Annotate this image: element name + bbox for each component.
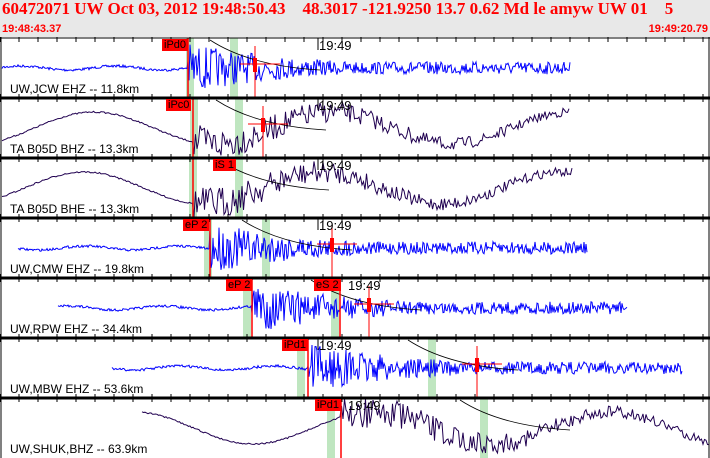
start-time: 19:48:43.37 — [2, 23, 62, 35]
minute-mark-label: 19:49 — [319, 98, 352, 113]
waveform-trace — [57, 289, 628, 330]
channel-panel[interactable] — [0, 214, 710, 278]
pick-window-band — [297, 338, 305, 398]
waveform-trace — [1, 101, 570, 156]
travel-time-curve — [459, 399, 571, 431]
travel-time-curve — [407, 339, 519, 371]
phase-pick-label[interactable]: iPd1 — [282, 339, 309, 351]
phase-pick-label[interactable]: iS 1 — [213, 159, 236, 171]
amplitude-marker-box — [367, 298, 371, 312]
channel-panel[interactable] — [0, 394, 710, 458]
pick-window-band — [243, 278, 251, 338]
channel-label: TA B05D BHE -- 13.3km — [10, 202, 140, 216]
phase-pick-label[interactable]: eP 2 — [226, 279, 253, 291]
channel-label: UW,SHUK,BHZ -- 63.9km — [10, 442, 148, 456]
pick-window-band — [204, 218, 212, 278]
minute-mark-label: 19:49 — [319, 218, 352, 233]
channel-panel[interactable] — [0, 37, 710, 98]
pick-window-band — [480, 398, 488, 458]
minute-mark-label: 19:49 — [348, 278, 381, 293]
pick-window-band — [262, 218, 270, 278]
minute-mark-label: 19:49 — [319, 38, 352, 53]
waveform-panels[interactable] — [0, 37, 710, 458]
event-title: 60472071 UW Oct 03, 2012 19:48:50.43 48.… — [2, 0, 674, 18]
channel-panel[interactable] — [0, 334, 710, 398]
pick-window-band — [235, 98, 243, 158]
phase-pick-label[interactable]: iPd0 — [162, 39, 189, 51]
pick-window-band — [190, 98, 198, 158]
travel-time-curve — [209, 39, 321, 71]
channel-panel[interactable] — [0, 94, 710, 158]
amplitude-marker-box — [261, 118, 265, 132]
waveform-trace — [141, 398, 710, 455]
amplitude-marker-box — [330, 238, 334, 252]
channel-panel[interactable] — [0, 154, 710, 218]
end-time: 19:49:20.79 — [648, 23, 708, 35]
channel-label: UW,MBW EHZ -- 53.6km — [10, 382, 144, 396]
phase-pick-label[interactable]: eP 2 — [183, 219, 210, 231]
phase-pick-label[interactable]: iPd1 — [315, 399, 342, 411]
travel-time-curve — [241, 219, 353, 251]
pick-window-band — [186, 38, 194, 98]
channel-label: UW,JCW EHZ -- 11.8km — [10, 82, 140, 96]
waveform-trace — [111, 344, 683, 388]
minute-mark-label: 19:49 — [319, 338, 352, 353]
amplitude-marker-box — [475, 358, 479, 372]
event-header: 60472071 UW Oct 03, 2012 19:48:50.43 48.… — [0, 0, 710, 37]
channel-label: UW,RPW EHZ -- 34.4km — [10, 322, 143, 336]
waveform-trace — [1, 44, 571, 88]
pick-window-band — [230, 38, 238, 98]
pick-window-band — [235, 158, 243, 218]
channel-label: UW,CMW EHZ -- 19.8km — [10, 262, 144, 276]
minute-mark-label: 19:49 — [348, 398, 381, 413]
travel-time-curve — [215, 99, 327, 131]
pick-window-band — [327, 398, 335, 458]
amplitude-marker-box — [253, 58, 257, 72]
minute-mark-label: 19:49 — [319, 158, 352, 173]
phase-pick-label[interactable]: eS 2 — [314, 279, 341, 291]
phase-pick-label[interactable]: iPc0 — [166, 99, 192, 111]
waveform-trace — [1, 161, 573, 218]
channel-label: TA B05D BHZ -- 13.3km — [10, 142, 139, 156]
waveform-trace — [17, 227, 588, 270]
